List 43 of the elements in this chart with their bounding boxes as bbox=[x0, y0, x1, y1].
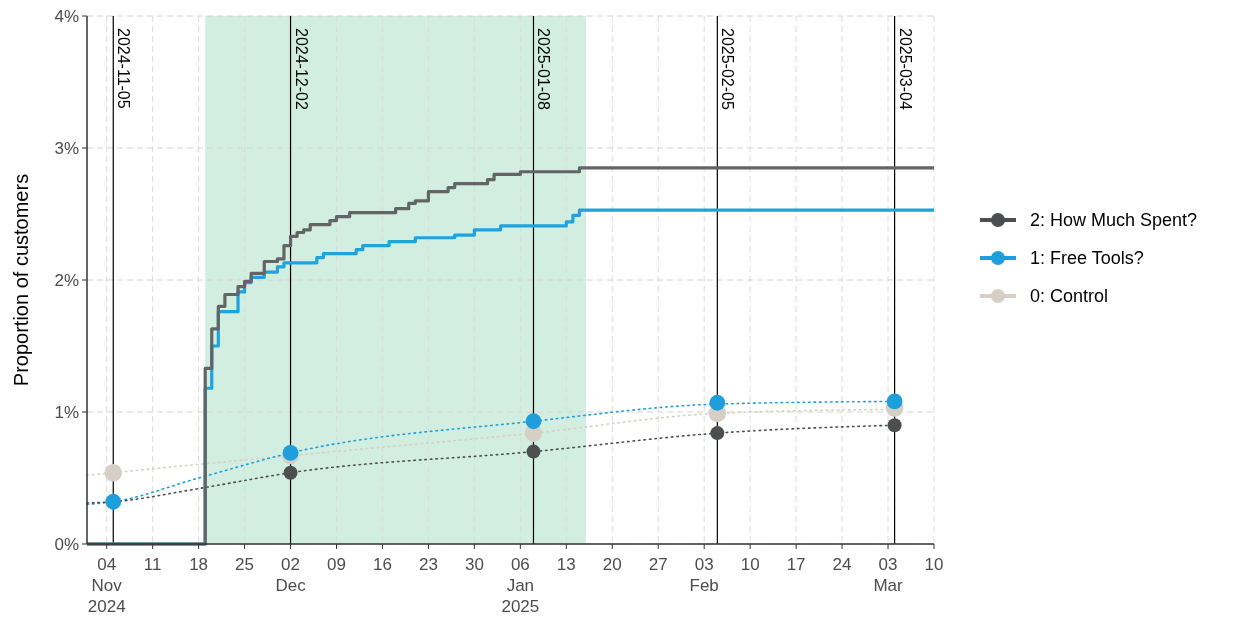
x-tick-label: 18 bbox=[189, 555, 209, 574]
x-tick-label: 09 bbox=[327, 555, 346, 574]
point bbox=[282, 445, 299, 461]
x-tick-label: 24 bbox=[832, 555, 852, 574]
point bbox=[886, 393, 903, 410]
y-tick-label: 2% bbox=[54, 270, 79, 290]
x-tick-label: 30 bbox=[464, 555, 484, 574]
x-tick-label: 13 bbox=[556, 555, 576, 574]
x-tick-label: 06 Jan 2025 bbox=[501, 555, 540, 616]
ref-line-label: 2025-02-05 bbox=[719, 28, 737, 110]
y-tick-label: 4% bbox=[54, 6, 79, 26]
legend-label: 1: Free Tools? bbox=[1030, 248, 1144, 269]
x-tick-label: 10 bbox=[924, 555, 944, 574]
y-axis-title: Proportion of customers bbox=[10, 173, 32, 387]
legend-label: 0: Control bbox=[1030, 286, 1109, 307]
x-tick-label: 03 Feb bbox=[689, 555, 719, 595]
x-tick-label: 25 bbox=[235, 555, 255, 574]
point bbox=[104, 463, 123, 482]
x-tick-label: 23 bbox=[418, 555, 438, 574]
ref-line-label: 2025-01-08 bbox=[535, 28, 553, 110]
x-tick-label: 04 Nov 2024 bbox=[87, 555, 126, 616]
x-tick-label: 20 bbox=[602, 555, 622, 574]
y-tick-label: 1% bbox=[54, 402, 79, 422]
x-tick-label: 02 Dec bbox=[275, 555, 307, 595]
y-tick-label: 3% bbox=[54, 138, 79, 158]
point bbox=[709, 394, 726, 411]
x-tick-label: 10 bbox=[740, 555, 760, 574]
y-tick-label: 0% bbox=[54, 534, 79, 554]
point bbox=[887, 418, 902, 433]
legend-label: 2: How Much Spent? bbox=[1030, 210, 1198, 231]
x-tick-label: 11 bbox=[143, 555, 162, 574]
ref-line-label: 2024-12-02 bbox=[292, 28, 310, 110]
ref-line-label: 2025-03-04 bbox=[896, 28, 914, 110]
x-tick-label: 03 Mar bbox=[873, 555, 904, 595]
x-tick-label: 17 bbox=[786, 555, 806, 574]
x-tick-label: 27 bbox=[648, 555, 668, 574]
point bbox=[283, 465, 298, 480]
point bbox=[105, 493, 122, 510]
point bbox=[526, 444, 541, 459]
ref-line-label: 2024-11-05 bbox=[115, 28, 133, 109]
x-tick-label: 16 bbox=[373, 555, 392, 574]
point bbox=[710, 426, 725, 441]
point bbox=[525, 413, 542, 430]
